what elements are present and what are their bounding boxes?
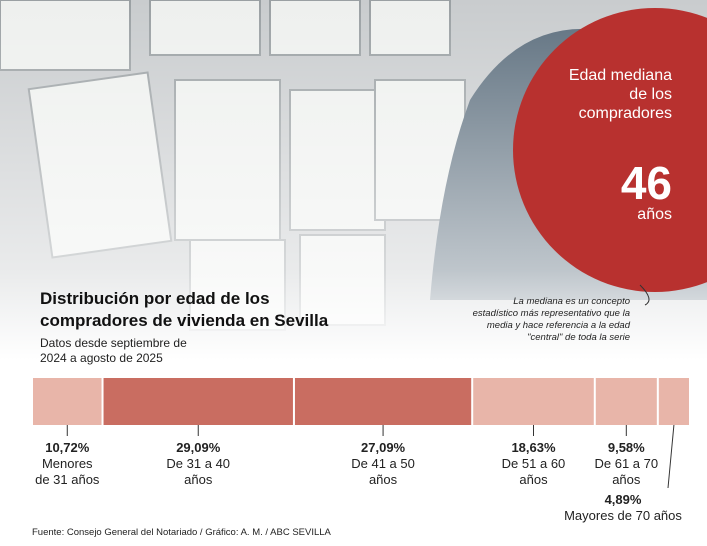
- value-label: 4,89%: [604, 492, 642, 507]
- chart-subtitle: Datos desde septiembre de 2024 a agosto …: [40, 336, 187, 365]
- category-label: Mayores de 70 años: [564, 508, 682, 523]
- category-label: De 51 a 60 años: [501, 456, 566, 487]
- bar-segment: [658, 378, 689, 425]
- leader-line: [667, 424, 675, 489]
- category-label: Menores de 31 años: [35, 456, 100, 487]
- bar-segment: [103, 378, 293, 425]
- chart-title: Distribución por edad de los compradores…: [40, 289, 329, 330]
- bar-segment: [294, 378, 472, 425]
- value-label: 10,72%: [45, 440, 90, 455]
- source: Fuente: Consejo General del Notariado / …: [32, 527, 331, 538]
- bar-segment: [473, 378, 594, 425]
- category-label: De 41 a 50 años: [351, 456, 415, 487]
- value-label: 29,09%: [176, 440, 221, 455]
- median-unit: años: [637, 206, 672, 223]
- value-label: 18,63%: [511, 440, 556, 455]
- category-label: De 61 a 70 años: [594, 456, 659, 487]
- value-label: 9,58%: [607, 440, 645, 455]
- median-value: 46: [620, 157, 672, 209]
- median-label: Edad mediana de los compradores: [568, 67, 672, 122]
- category-label: De 31 a 40 años: [166, 456, 231, 487]
- bar-segment: [33, 378, 102, 425]
- median-note: La mediana es un concepto estadístico má…: [472, 296, 630, 343]
- bar-segment: [595, 378, 657, 425]
- value-label: 27,09%: [361, 440, 406, 455]
